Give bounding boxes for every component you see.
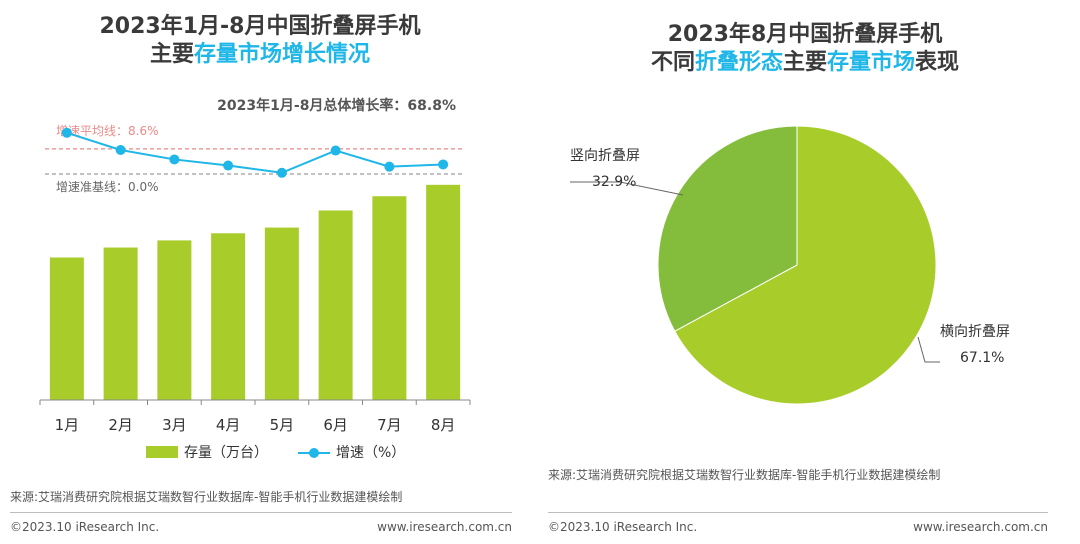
growth-point-1 [61, 127, 72, 138]
bar-line-chart: 2023年1月-8月总体增长率：68.8% 增速平均线：8.6% 增速准基线：0… [39, 97, 471, 461]
growth-point-8 [438, 159, 449, 170]
growth-point-6 [330, 145, 341, 156]
right-source-note: 来源:艾瑞消费研究院根据艾瑞数智行业数据库-智能手机行业数据建模绘制 [548, 468, 941, 482]
legend-bar-swatch [146, 446, 178, 458]
right-title-line2: 不同折叠形态主要存量市场表现 [545, 44, 1065, 76]
growth-point-2 [115, 145, 126, 155]
legend-line-label: 增速（%） [336, 445, 405, 461]
left-title-prefix: 主要 [149, 42, 194, 67]
left-copyright: ©2023.10 iResearch Inc. [10, 520, 160, 534]
x-label-2: 2月 [108, 416, 133, 434]
x-label-4: 4月 [216, 416, 241, 434]
pie-slice-1 [674, 125, 937, 405]
bar-series [49, 184, 461, 400]
growth-point-4 [223, 160, 234, 171]
left-website: www.iresearch.com.cn [377, 520, 512, 534]
right-footer-divider [548, 512, 1048, 513]
vertical-fold-value: 32.9% [592, 174, 636, 190]
x-label-1: 1月 [55, 416, 80, 434]
left-footer-divider [10, 512, 512, 513]
right-copyright: ©2023.10 iResearch Inc. [548, 520, 698, 534]
right-website: www.iresearch.com.cn [913, 520, 1048, 534]
legend-line-marker [309, 448, 319, 458]
horizontal-fold-label: 横向折叠屏 [940, 324, 1010, 340]
right-title-line1: 2023年8月中国折叠屏手机 [667, 22, 943, 47]
right-title-e: 表现 [915, 50, 960, 75]
right-title-d: 存量市场 [827, 50, 916, 75]
growth-point-5 [276, 167, 287, 178]
horizontal-fold-value: 67.1% [960, 350, 1004, 366]
left-title-line2: 主要存量市场增长情况 [0, 36, 520, 68]
legend: 存量（万台） 增速（%） [146, 445, 405, 461]
bar-8 [426, 184, 461, 400]
right-title-c: 主要 [782, 50, 827, 75]
legend-bar-label: 存量（万台） [184, 445, 268, 461]
x-axis-labels: 1月 2月 3月 4月 5月 6月 7月 8月 [55, 416, 456, 434]
x-label-3: 3月 [162, 416, 187, 434]
x-label-6: 6月 [323, 416, 348, 434]
left-title-highlight: 存量市场增长情况 [194, 42, 371, 67]
right-title-a: 不同 [650, 50, 695, 75]
left-source-note: 来源:艾瑞消费研究院根据艾瑞数智行业数据库-智能手机行业数据建模绘制 [10, 490, 403, 504]
leader-line-horizontal [917, 336, 940, 363]
bar-5 [264, 227, 299, 400]
x-label-5: 5月 [270, 416, 295, 434]
x-label-8: 8月 [431, 416, 456, 434]
vertical-fold-label: 竖向折叠屏 [570, 148, 640, 164]
growth-point-7 [384, 161, 395, 172]
average-line-label: 增速平均线：8.6% [56, 124, 159, 138]
pie-chart: 竖向折叠屏 32.9% 横向折叠屏 67.1% [570, 125, 1010, 405]
pie-slices [657, 125, 937, 405]
bar-1 [49, 257, 84, 400]
growth-point-3 [169, 154, 180, 165]
x-axis-ticks [39, 400, 471, 405]
bar-2 [103, 247, 138, 400]
leader-line-vertical [570, 181, 684, 196]
x-label-7: 7月 [377, 416, 402, 434]
bar-4 [211, 233, 246, 400]
bar-7 [372, 196, 407, 400]
growth-line [66, 131, 444, 174]
baseline-label: 增速准基线：0.0% [56, 180, 159, 194]
bar-6 [318, 210, 353, 400]
bar-3 [157, 240, 192, 400]
right-title-b: 折叠形态 [694, 50, 783, 75]
total-growth-annotation: 2023年1月-8月总体增长率：68.8% [217, 97, 456, 114]
left-title-line1: 2023年1月-8月中国折叠屏手机 [99, 14, 421, 39]
growth-points [61, 127, 449, 178]
